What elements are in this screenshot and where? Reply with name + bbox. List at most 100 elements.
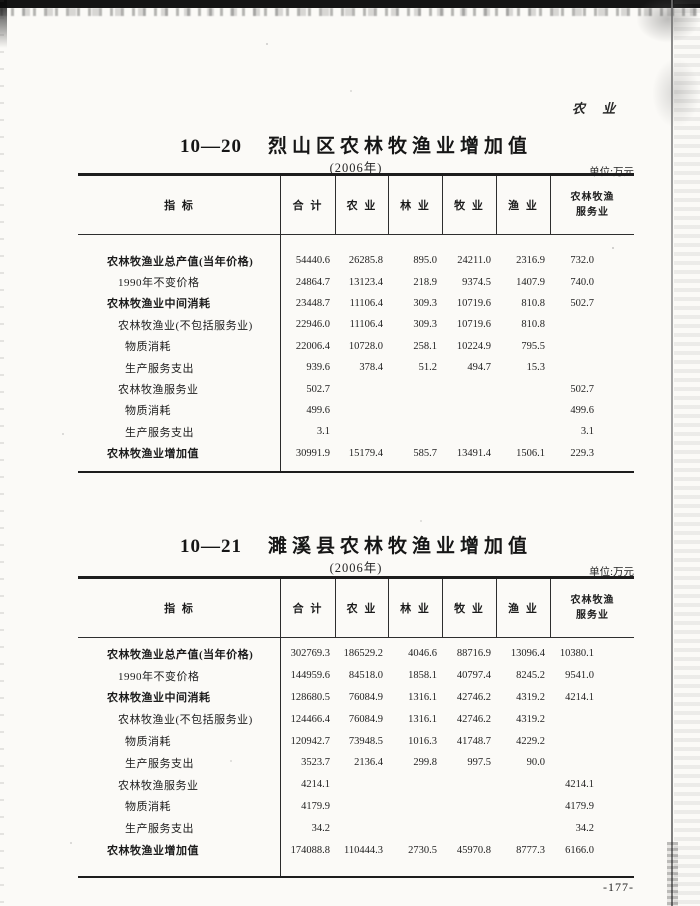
cell-value: 30991.9	[295, 447, 330, 459]
cell-value: 3.1	[580, 426, 594, 438]
cell-value: 4214.1	[301, 779, 330, 791]
cell-value: 732.0	[570, 255, 594, 267]
cell-value: 795.5	[521, 340, 545, 352]
cell-value: 2730.5	[408, 844, 437, 856]
column-divider	[280, 176, 281, 471]
cell-value: 810.8	[521, 319, 545, 331]
cell-value: 24211.0	[457, 255, 491, 267]
scan-specks	[0, 0, 2, 2]
row-label: 物质消耗	[125, 341, 171, 354]
cell-value: 76084.9	[348, 691, 383, 703]
table-row: 物质消耗 499.6 499.6	[78, 400, 634, 421]
cell-value: 4214.1	[565, 691, 594, 703]
row-label: 生产服务支出	[125, 823, 194, 836]
table-number: 10—20	[179, 136, 242, 157]
cell-value: 378.4	[359, 362, 383, 374]
cell-value: 13096.4	[510, 648, 545, 660]
column-header: 农 业	[336, 579, 389, 637]
table-header-row: 指 标 合 计农 业林 业牧 业渔 业农林牧渔 服务业	[78, 579, 634, 638]
cell-value: 128680.5	[290, 691, 330, 703]
cell-value: 10719.6	[456, 297, 491, 309]
cell-value: 494.7	[467, 362, 491, 374]
cell-value: 13491.4	[456, 447, 491, 459]
table-title: 10—20 烈山区农林牧渔业增加值	[78, 131, 634, 158]
cell-value: 15.3	[526, 362, 545, 374]
table-title-text: 濉溪县农林牧渔业增加值	[267, 536, 532, 557]
row-label: 农林牧渔业(不包括服务业)	[118, 319, 253, 332]
scan-top-noise	[0, 8, 700, 16]
table-body: 农林牧渔业总产值(当年价格) 54440.6 26285.8 895.0 24211.0…	[78, 235, 634, 471]
cell-value: 499.6	[570, 404, 594, 416]
cell-value: 309.3	[413, 297, 437, 309]
cell-value: 120942.7	[290, 735, 330, 747]
cell-value: 4319.2	[516, 691, 545, 703]
cell-value: 1316.1	[408, 713, 437, 725]
cell-value: 13123.4	[348, 276, 383, 288]
unit-label: 单位:万元	[589, 167, 634, 178]
cell-value: 22946.0	[295, 319, 330, 331]
row-label: 1990年不变价格	[118, 670, 200, 683]
table-row: 农林牧渔业总产值(当年价格) 54440.6 26285.8 895.0 24211.0…	[78, 250, 634, 271]
cell-value: 9541.0	[565, 670, 594, 682]
cell-value: 54440.6	[295, 255, 330, 267]
cell-value: 3.1	[316, 426, 330, 438]
table-row: 农林牧渔业(不包括服务业) 22946.0 11106.4 309.3 10719.6 8…	[78, 314, 634, 335]
table-row: 生产服务支出 3.1 3.1	[78, 421, 634, 442]
table-subtitle: (2006年)	[329, 561, 383, 575]
cell-value: 895.0	[413, 255, 437, 267]
cell-value: 302769.3	[290, 648, 330, 660]
cell-value: 23448.7	[295, 297, 330, 309]
row-label: 生产服务支出	[125, 757, 194, 770]
column-header: 农林牧渔 服务业	[570, 595, 615, 621]
statistics-table: 指 标 合 计农 业林 业牧 业渔 业农林牧渔 服务业 农林牧渔业总产值(当年价格…	[78, 173, 634, 473]
column-divider	[280, 579, 281, 876]
cell-value: 90.0	[526, 757, 545, 769]
row-label: 农林牧渔业增加值	[107, 448, 199, 461]
cell-value: 76084.9	[348, 713, 383, 725]
column-header: 渔 业	[497, 579, 551, 637]
table-row: 农林牧渔业增加值 174088.8 110444.3 2730.5 45970.8 877…	[78, 839, 634, 861]
column-header: 牧 业	[443, 176, 497, 234]
cell-value: 6166.0	[565, 844, 594, 856]
table-row: 农林牧渔服务业 502.7 502.7	[78, 378, 634, 399]
row-label: 农林牧渔业增加值	[107, 845, 199, 858]
scan-corner-mark	[0, 0, 7, 48]
cell-value: 4046.6	[408, 648, 437, 660]
cell-value: 73948.5	[348, 735, 383, 747]
cell-value: 110444.3	[344, 844, 383, 856]
row-label: 农林牧渔服务业	[118, 779, 199, 792]
table-row: 1990年不变价格 24864.7 13123.4 218.9 9374.5 1407.9…	[78, 271, 634, 292]
row-label: 物质消耗	[125, 405, 171, 418]
table-row: 物质消耗 4179.9 4179.9	[78, 796, 634, 818]
cell-value: 42746.2	[456, 713, 491, 725]
column-header: 林 业	[389, 176, 443, 234]
cell-value: 11106.4	[349, 297, 383, 309]
cell-value: 34.2	[575, 822, 594, 834]
cell-value: 174088.8	[290, 844, 330, 856]
cell-value: 1016.3	[408, 735, 437, 747]
table-row: 农林牧渔业中间消耗 128680.5 76084.9 1316.1 42746.2 431…	[78, 687, 634, 709]
table-row: 生产服务支出 939.6 378.4 51.2 494.7 15.3	[78, 357, 634, 378]
cell-value: 2316.9	[516, 255, 545, 267]
unit-label: 单位:万元	[589, 567, 634, 578]
table-subtitle: (2006年)	[329, 161, 383, 175]
cell-value: 258.1	[413, 340, 437, 352]
cell-value: 3523.7	[301, 757, 330, 769]
table-row: 农林牧渔业中间消耗 23448.7 11106.4 309.3 10719.6 810.8…	[78, 293, 634, 314]
cell-value: 11106.4	[349, 319, 383, 331]
cell-value: 1506.1	[516, 447, 545, 459]
column-header: 林 业	[389, 579, 443, 637]
cell-value: 10224.9	[456, 340, 491, 352]
column-header: 指 标	[164, 200, 195, 212]
scan-right-bottom-noise	[667, 842, 678, 906]
table-row: 农林牧渔业增加值 30991.9 15179.4 585.7 13491.4 1506.1…	[78, 443, 634, 464]
column-header: 合 计	[281, 579, 336, 637]
cell-value: 499.6	[306, 404, 330, 416]
cell-value: 4214.1	[565, 779, 594, 791]
cell-value: 124466.4	[290, 713, 330, 725]
row-label: 农林牧渔业总产值(当年价格)	[107, 255, 254, 268]
row-label: 农林牧渔业中间消耗	[107, 298, 211, 311]
row-label: 生产服务支出	[125, 362, 194, 375]
row-label: 农林牧渔服务业	[118, 384, 199, 397]
